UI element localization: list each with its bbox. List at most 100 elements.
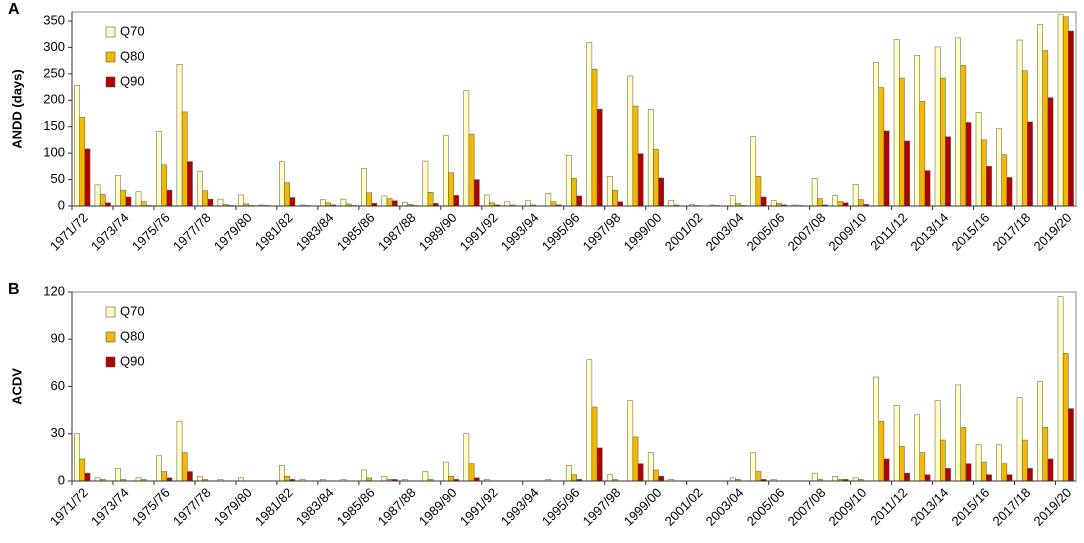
- bar: [453, 195, 460, 207]
- bar: [658, 476, 665, 482]
- x-tick-label: 2013/14: [908, 485, 952, 529]
- y-tick-label: 350: [43, 12, 65, 27]
- bar: [934, 400, 941, 482]
- bar: [627, 400, 634, 482]
- bar: [361, 469, 367, 482]
- x-tick-label: 1983/84: [293, 485, 337, 529]
- x-tick-label: 1973/74: [88, 485, 132, 529]
- legend-swatch: [105, 51, 116, 63]
- bar: [617, 201, 624, 207]
- x-tick-label: 2017/18: [989, 210, 1033, 254]
- bar: [156, 455, 162, 482]
- bar: [463, 433, 470, 482]
- bar: [176, 420, 183, 482]
- bar: [817, 198, 823, 207]
- bar: [279, 465, 285, 482]
- bar: [1042, 427, 1049, 482]
- x-tick-label: 2003/04: [703, 485, 747, 529]
- bar: [181, 452, 188, 482]
- bar: [176, 64, 183, 207]
- x-tick-label: 1993/94: [498, 485, 542, 529]
- bar: [443, 135, 449, 207]
- bar: [965, 463, 972, 482]
- bar: [1016, 39, 1023, 207]
- x-tick-label: 2003/04: [703, 210, 747, 254]
- bar: [596, 109, 603, 207]
- y-tick-label: 150: [43, 118, 65, 133]
- bar: [914, 414, 920, 482]
- bar: [960, 65, 967, 207]
- bar: [565, 155, 572, 207]
- x-tick-label: 2015/16: [949, 485, 993, 529]
- bar: [79, 116, 86, 207]
- x-tick-label: 2001/02: [662, 485, 706, 529]
- x-tick-label: 1993/94: [498, 210, 542, 254]
- bar: [1047, 97, 1054, 207]
- bar: [125, 196, 132, 207]
- bar: [832, 476, 839, 482]
- bar: [647, 452, 654, 482]
- x-tick-label: 1987/88: [375, 485, 419, 529]
- bar: [996, 128, 1002, 207]
- x-tick-label: 2011/12: [867, 485, 910, 528]
- x-tick-label: 1971/72: [47, 210, 91, 254]
- x-tick-label: 1979/80: [211, 210, 255, 254]
- x-tick-label: 2001/02: [662, 210, 706, 254]
- x-tick-label: 2019/20: [1030, 210, 1074, 254]
- x-tick-label: 2011/12: [867, 210, 910, 253]
- x-tick-label: 1983/84: [293, 210, 337, 254]
- x-tick-label: 1997/98: [580, 210, 624, 254]
- bar: [996, 444, 1002, 482]
- bar: [422, 471, 429, 482]
- bar: [402, 202, 408, 207]
- bar: [945, 136, 951, 207]
- y-tick-label: 30: [51, 425, 65, 440]
- bar: [187, 161, 193, 207]
- x-tick-label: 2009/10: [826, 210, 870, 254]
- bar: [1006, 177, 1013, 207]
- bar: [115, 468, 121, 482]
- bar: [883, 130, 890, 207]
- legend-label: Q90: [120, 73, 145, 88]
- bar: [135, 191, 142, 207]
- bar: [427, 192, 434, 207]
- bar: [1068, 30, 1074, 207]
- bar: [381, 195, 388, 207]
- bar: [197, 476, 203, 482]
- bar: [653, 149, 659, 207]
- bar: [658, 177, 665, 207]
- bar: [187, 471, 193, 482]
- panel-label: B: [8, 281, 20, 298]
- bar: [873, 376, 879, 482]
- bar: [463, 90, 470, 207]
- bar: [391, 200, 398, 207]
- bar: [960, 427, 967, 482]
- bar: [576, 195, 583, 207]
- bar: [986, 474, 992, 482]
- bar: [320, 199, 326, 207]
- bar: [1016, 397, 1023, 482]
- bar: [591, 68, 598, 207]
- legend-label: Q90: [120, 353, 145, 368]
- bar: [606, 176, 613, 207]
- bar: [422, 160, 429, 207]
- bar: [934, 46, 941, 207]
- bar: [591, 406, 598, 482]
- x-tick-label: 2019/20: [1030, 485, 1074, 529]
- bar: [207, 198, 214, 207]
- bar: [161, 164, 168, 207]
- bar: [904, 140, 910, 207]
- bar: [770, 200, 777, 207]
- x-tick-label: 1991/92: [457, 485, 501, 529]
- bar: [750, 136, 757, 207]
- bar: [79, 458, 86, 482]
- bar: [939, 77, 946, 207]
- legend-label: Q70: [120, 303, 145, 318]
- bar: [483, 194, 490, 207]
- bar: [898, 77, 905, 207]
- bar: [893, 39, 900, 207]
- bar: [873, 61, 879, 207]
- bar: [924, 474, 931, 482]
- bar: [74, 85, 80, 207]
- bar: [883, 458, 890, 482]
